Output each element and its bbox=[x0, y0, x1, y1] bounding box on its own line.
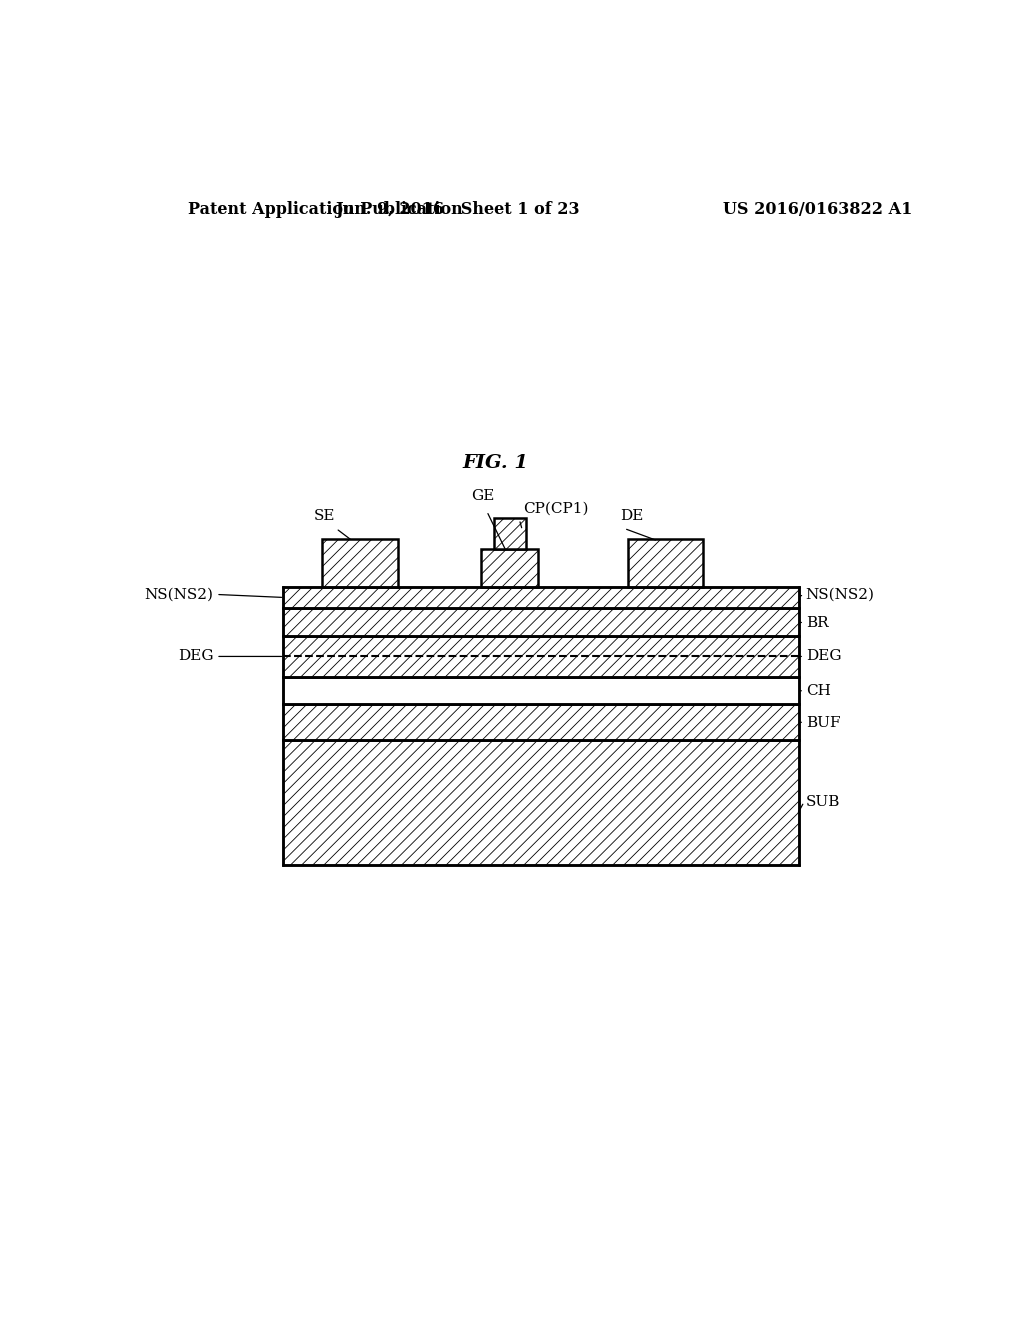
Text: CH: CH bbox=[806, 684, 830, 698]
Text: BR: BR bbox=[806, 616, 828, 630]
Text: BUF: BUF bbox=[806, 715, 841, 730]
Text: NS(NS2): NS(NS2) bbox=[144, 587, 214, 602]
Text: DE: DE bbox=[621, 510, 644, 523]
Bar bbox=[283, 636, 799, 677]
Text: GE: GE bbox=[471, 488, 495, 503]
Text: CP(CP1): CP(CP1) bbox=[523, 502, 589, 516]
Bar bbox=[283, 677, 799, 704]
Text: DEG: DEG bbox=[178, 649, 214, 664]
Text: Jun. 9, 2016   Sheet 1 of 23: Jun. 9, 2016 Sheet 1 of 23 bbox=[335, 201, 580, 218]
Bar bbox=[283, 587, 799, 607]
Text: NS(NS2): NS(NS2) bbox=[806, 587, 874, 602]
Bar bbox=[628, 539, 703, 587]
Bar bbox=[283, 704, 799, 739]
Text: DEG: DEG bbox=[806, 649, 842, 664]
Bar bbox=[494, 519, 525, 549]
Text: Patent Application Publication: Patent Application Publication bbox=[187, 201, 462, 218]
Text: FIG. 1: FIG. 1 bbox=[463, 454, 528, 473]
Text: SUB: SUB bbox=[806, 795, 840, 809]
Bar bbox=[283, 739, 799, 865]
Bar bbox=[283, 607, 799, 636]
Text: US 2016/0163822 A1: US 2016/0163822 A1 bbox=[723, 201, 912, 218]
Text: SE: SE bbox=[313, 510, 335, 523]
Bar bbox=[323, 539, 397, 587]
Bar bbox=[481, 549, 539, 587]
